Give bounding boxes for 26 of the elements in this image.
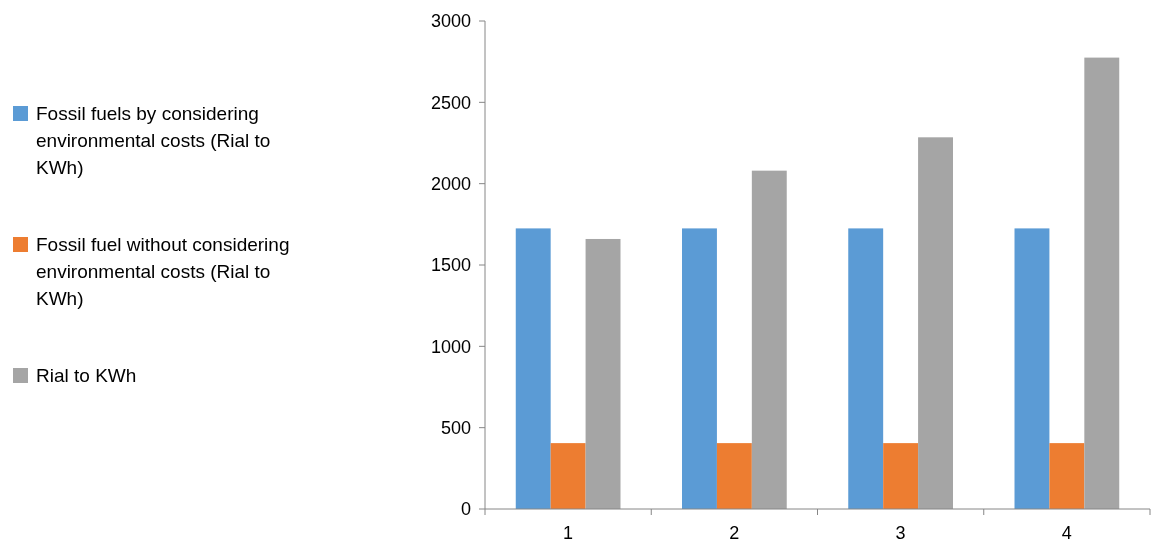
legend-label: Fossil fuel without considering environmental costs (Rial to KWh) [36, 234, 290, 309]
y-tick-label: 500 [440, 417, 471, 438]
bar [848, 228, 884, 509]
legend-label: Fossil fuels by considering environmental costs (Rial to KWh) [36, 103, 271, 178]
bar [550, 443, 586, 509]
x-tick-label: 2 [729, 523, 740, 543]
bar [682, 228, 717, 509]
x-tick-label: 3 [895, 523, 906, 543]
y-tick-label: 1500 [430, 255, 471, 276]
bar [1049, 443, 1085, 509]
y-tick-label: 2500 [430, 92, 471, 113]
bar [585, 238, 621, 509]
y-tick-label: 0 [460, 499, 471, 520]
bar [1084, 57, 1120, 509]
y-tick-label: 2000 [430, 173, 471, 194]
y-tick-label: 3000 [430, 11, 471, 32]
y-tick-label: 1000 [430, 336, 471, 357]
bar [515, 228, 551, 509]
legend-label: Rial to KWh [36, 365, 137, 386]
bar [716, 443, 752, 509]
x-tick-label: 4 [1061, 523, 1072, 543]
x-tick-label: 1 [563, 523, 574, 543]
bar [918, 137, 953, 509]
bar [1014, 228, 1050, 509]
bar [883, 443, 919, 509]
bar [751, 170, 787, 509]
